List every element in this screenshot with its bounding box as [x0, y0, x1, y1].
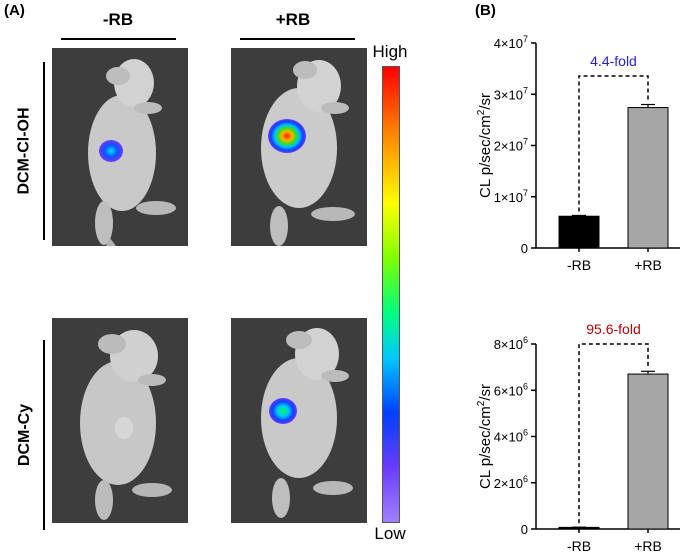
y-tick-label: 4×106 [494, 428, 528, 445]
x-tick-label: -RB [567, 257, 591, 273]
column-rule-plus-rb [240, 38, 355, 40]
mouse-image-dcm-cy-minus-rb [52, 318, 188, 523]
colorbar-low-label: Low [374, 524, 406, 543]
signal-spot [268, 119, 306, 153]
column-header-plus-rb: +RB [275, 10, 311, 29]
mouse-image-dcm-cy-plus-rb [231, 318, 367, 523]
mouse-silhouette [88, 59, 176, 246]
bar-+RB [627, 373, 669, 530]
column-rule-minus-rb [61, 38, 176, 40]
mouse-image-dcm-cl-oh-minus-rb [52, 48, 188, 246]
bar-chart-dcm-cl-oh: 0 1×107 2×107 3×107 4×107 CL p/sec/cm2/sr -RB +… [476, 34, 680, 273]
column-header-minus-rb: -RB [102, 10, 134, 29]
y-tick-label: 6×106 [494, 381, 528, 398]
y-axis-title: CL p/sec/cm2/sr [476, 384, 494, 489]
row-label-dcm-cy: DCM-Cy [16, 403, 33, 467]
bar-+RB [627, 107, 669, 249]
y-axis-title: CL p/sec/cm2/sr [476, 93, 494, 198]
colorbar-high-label: High [372, 42, 408, 61]
comparison-bracket [578, 343, 649, 524]
colorbar [382, 66, 400, 523]
y-tick-label: 8×106 [494, 335, 528, 352]
row-rule-dcm-cl-oh [43, 62, 45, 240]
fold-change-annotation: 4.4-fold [590, 53, 637, 69]
mouse-silhouette [80, 330, 172, 520]
mouse-silhouette [261, 328, 353, 518]
x-tick-label: -RB [567, 538, 591, 553]
y-tick-label: 3×107 [494, 85, 528, 102]
row-label-dcm-cl-oh-wrap: DCM-Cl-OH [10, 62, 40, 240]
y-tick-label: 0 [521, 522, 528, 537]
comparison-bracket [578, 75, 649, 212]
row-label-dcm-cl-oh: DCM-Cl-OH [16, 107, 33, 195]
mouse-silhouette [261, 60, 355, 246]
y-tick-label: 4×107 [494, 34, 528, 51]
y-tick-label: 2×106 [494, 474, 528, 491]
y-tick-label: 1×107 [494, 188, 528, 205]
mouse-image-dcm-cl-oh-plus-rb [231, 48, 367, 246]
panel-a-label: (A) [4, 2, 25, 19]
y-tick-label: 2×107 [494, 137, 528, 154]
y-tick-label: 0 [521, 241, 528, 256]
x-tick-label: +RB [634, 257, 662, 273]
row-label-dcm-cy-wrap: DCM-Cy [10, 340, 40, 530]
row-rule-dcm-cy [43, 340, 45, 530]
signal-spot [269, 398, 297, 424]
bar-chart-dcm-cy: 0 2×106 4×106 6×106 8×106 CL p/sec/cm2/sr -RB +… [476, 321, 680, 553]
x-tick-label: +RB [634, 538, 662, 553]
bar--RB [558, 215, 600, 249]
signal-spot [99, 140, 123, 162]
panel-b-label: (B) [475, 2, 496, 19]
fold-change-annotation: 95.6-fold [586, 321, 640, 337]
